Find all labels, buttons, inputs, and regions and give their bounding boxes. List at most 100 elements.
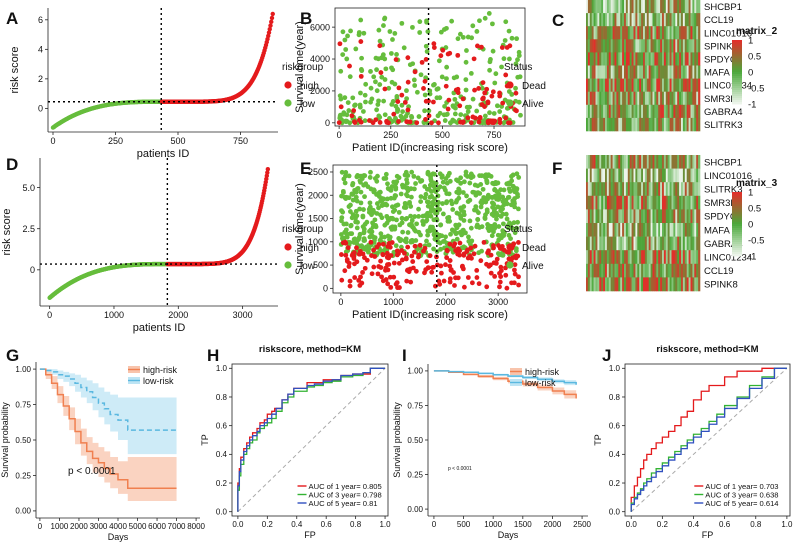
heatmap-cell [679,52,682,66]
x-tick-label: 0.6 [719,520,731,529]
alive-point [392,30,398,36]
heatmap-cell [692,223,695,237]
heatmap-cells [586,0,701,132]
heatmap-cell [593,223,596,237]
dead-point [512,254,518,260]
heatmap-cell [603,78,606,92]
y-tick-label: 1.00 [407,367,423,376]
heatmap-cell [586,168,589,183]
heatmap-cell [682,65,686,79]
alive-point [437,207,443,212]
alive-point [466,234,471,240]
alive-point [371,188,377,194]
alive-point [412,83,418,88]
x-tick-label: 3000 [488,297,508,307]
heatmap-cell [639,52,642,66]
heatmap-cell [593,209,596,224]
alive-point [374,67,379,73]
heatmap-cell [656,39,659,53]
heatmap-cell [690,223,693,237]
colorbar-tick-label: -0.5 [748,84,764,95]
heatmap-cell [682,236,686,251]
heatmap-cell [593,91,596,106]
heatmap-cell [675,168,678,183]
legend-label: low-risk [525,378,556,388]
heatmap-cell [682,91,686,106]
heatmap-cell [601,78,604,92]
heatmap-cell [654,117,657,132]
heatmap-cell [644,236,648,251]
alive-point [458,175,464,181]
heatmap-cell [694,236,697,251]
colorbar-segment [732,230,742,233]
dead-point [484,86,490,92]
alive-point [409,114,414,119]
heatmap-cell [656,168,659,183]
alive-point [374,211,380,216]
heatmap-cell [622,236,625,251]
heatmap-cell [639,155,642,169]
heatmap-cell [597,155,600,169]
heatmap-colorbar [732,192,742,257]
heatmap-cell [603,117,606,132]
heatmap-cell [667,277,670,292]
heatmap-cell [675,52,678,66]
dead-point [496,243,501,248]
alive-point [444,180,450,186]
heatmap-cell [637,65,640,79]
alive-point [441,185,447,191]
heatmap-cell [610,117,613,132]
alive-point [516,175,522,180]
colorbar-segment [732,244,742,247]
x-axis-label: patients ID [133,322,186,334]
dead-point [413,268,419,274]
status-points [338,169,522,291]
heatmap-cell [692,182,695,197]
colorbar-segment [732,192,742,195]
alive-point [399,215,405,221]
heatmap-cell [616,155,619,169]
alive-point [454,230,459,236]
legend-title: riskgroup [282,62,324,73]
heatmap-cell [690,39,693,53]
alive-point [367,175,373,180]
heatmap-cell [667,52,670,66]
dead-point [455,52,461,58]
heatmap-cell [669,117,672,132]
dead-point [405,107,411,113]
heatmap-cell [591,277,594,292]
heatmap-cell [639,168,642,183]
dead-point [427,253,433,259]
heatmap-cell [684,26,687,40]
heatmap-cell [684,155,687,169]
heatmap-cell [688,117,691,132]
dead-point [476,119,482,125]
heatmap-cell [641,236,644,251]
heatmap-cell [652,52,655,66]
dead-point [451,243,457,249]
heatmap-cell [589,78,592,92]
heatmap-cell [648,195,651,210]
heatmap-cell [597,223,600,237]
heatmap-cell [612,26,615,40]
heatmap-cell [605,263,608,278]
heatmap-cell [675,209,678,224]
dead-point [447,276,453,282]
heatmap-cell [652,182,655,197]
alive-point [394,217,399,223]
heatmap-cell [660,39,663,53]
colorbar-segment [732,76,742,79]
heatmap-cell [663,65,667,79]
heatmap-cell [625,209,629,224]
heatmap-cell [627,209,630,224]
heatmap-cell [624,155,627,169]
dead-point [488,252,494,258]
alive-point [476,250,482,256]
y-tick-label: 0.25 [407,470,423,479]
alive-point [467,218,473,224]
alive-point [489,211,495,217]
heatmap-cell [599,104,602,119]
alive-point [398,191,404,197]
heatmap-cell [648,277,651,292]
heatmap-cell [665,250,668,265]
